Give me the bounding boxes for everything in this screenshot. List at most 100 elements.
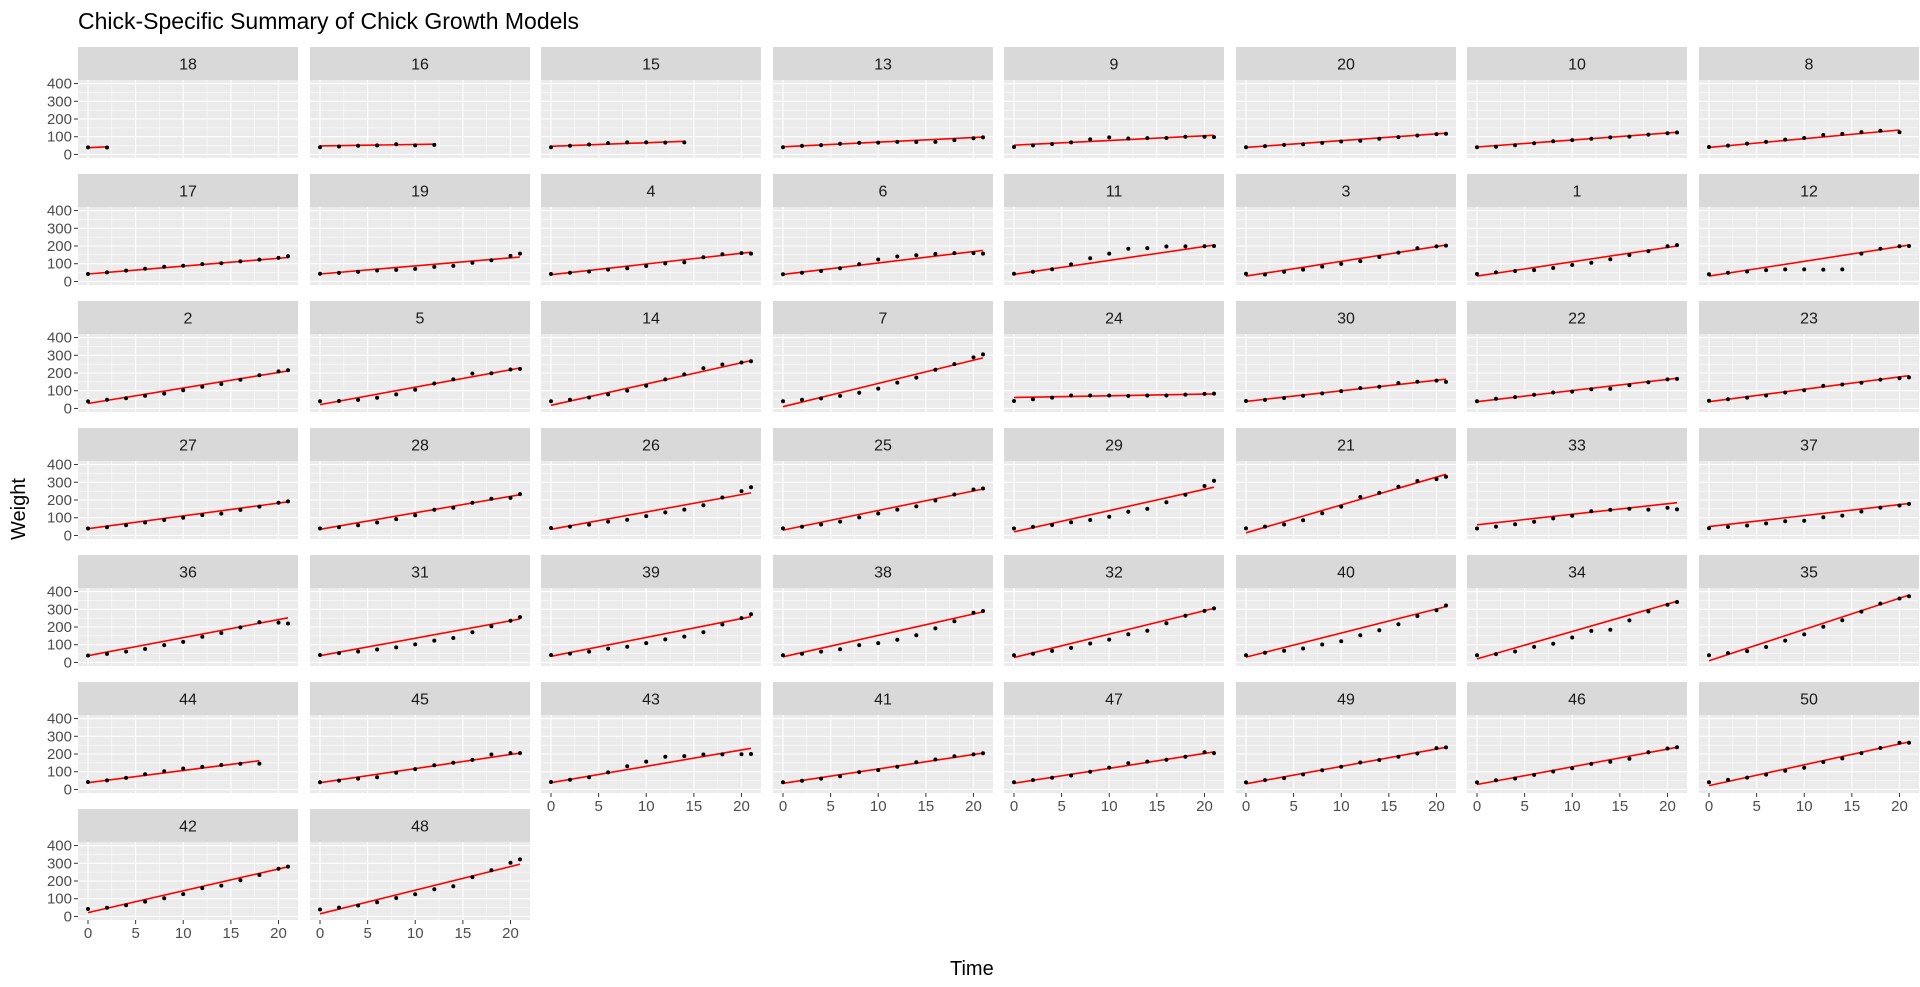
data-point bbox=[318, 526, 322, 531]
y-tick-label: 400 bbox=[47, 76, 72, 93]
facet-strip-label: 21 bbox=[1337, 438, 1355, 455]
data-point bbox=[1675, 130, 1679, 135]
data-point bbox=[1608, 759, 1613, 764]
data-point bbox=[1859, 380, 1864, 385]
x-tick-label: 5 bbox=[594, 798, 602, 815]
facet-strip-label: 3 bbox=[1342, 184, 1351, 201]
y-tick-label: 0 bbox=[64, 527, 72, 544]
y-tick-label: 100 bbox=[47, 383, 72, 400]
data-point bbox=[663, 261, 668, 266]
data-point bbox=[86, 653, 90, 658]
data-point bbox=[124, 523, 129, 528]
data-point bbox=[1665, 131, 1670, 136]
data-point bbox=[1897, 503, 1902, 508]
data-point bbox=[318, 780, 322, 785]
facet-strip bbox=[78, 174, 298, 207]
data-point bbox=[781, 653, 785, 658]
data-point bbox=[105, 525, 109, 530]
x-tick-label: 5 bbox=[131, 925, 139, 942]
facet-strip-label: 14 bbox=[642, 311, 660, 328]
facet-strip-label: 36 bbox=[179, 565, 197, 582]
data-point bbox=[1840, 267, 1845, 272]
data-point bbox=[356, 269, 361, 274]
data-point bbox=[318, 907, 322, 912]
data-point bbox=[508, 253, 513, 258]
facet-panel-12: 12 bbox=[1699, 174, 1919, 285]
data-point bbox=[1589, 387, 1594, 392]
data-point bbox=[1675, 376, 1679, 381]
data-point bbox=[200, 764, 205, 769]
facet-panel-5: 5 bbox=[310, 301, 530, 412]
data-point bbox=[1012, 271, 1016, 276]
data-point bbox=[1031, 524, 1035, 529]
x-tick-label: 15 bbox=[223, 925, 240, 942]
data-point bbox=[1745, 523, 1750, 528]
data-point bbox=[1415, 479, 1420, 483]
data-point bbox=[1475, 526, 1479, 531]
data-point bbox=[1878, 246, 1883, 251]
data-point bbox=[1282, 776, 1287, 781]
data-point bbox=[682, 754, 687, 759]
facet-strip-label: 6 bbox=[879, 184, 888, 201]
data-point bbox=[1244, 653, 1248, 658]
data-point bbox=[1608, 507, 1613, 512]
data-point bbox=[1145, 506, 1150, 511]
data-point bbox=[606, 267, 611, 272]
facet-strip-label: 35 bbox=[1800, 565, 1818, 582]
data-point bbox=[143, 266, 148, 271]
data-point bbox=[124, 268, 129, 273]
facet-panel-19: 19 bbox=[310, 174, 530, 285]
data-point bbox=[1301, 267, 1306, 272]
data-point bbox=[219, 763, 224, 767]
data-point bbox=[489, 868, 494, 873]
data-point bbox=[1726, 651, 1730, 656]
y-tick-label: 300 bbox=[47, 93, 72, 110]
facet-panel-40: 40 bbox=[1236, 555, 1456, 666]
data-point bbox=[1202, 244, 1207, 249]
data-point bbox=[181, 766, 186, 771]
data-point bbox=[375, 395, 380, 400]
facet-panel-10: 10 bbox=[1467, 47, 1687, 158]
data-point bbox=[1532, 519, 1537, 524]
data-point bbox=[1282, 396, 1287, 400]
data-point bbox=[1707, 653, 1711, 658]
data-point bbox=[1646, 609, 1651, 614]
data-point bbox=[219, 883, 224, 888]
data-point bbox=[1164, 621, 1169, 626]
facet-strip-label: 10 bbox=[1568, 57, 1586, 74]
data-point bbox=[914, 633, 919, 638]
facet-strip-label: 12 bbox=[1800, 184, 1818, 201]
data-point bbox=[549, 272, 553, 276]
data-point bbox=[432, 264, 437, 269]
facet-panel-14: 14 bbox=[541, 301, 761, 412]
data-point bbox=[451, 377, 456, 382]
data-point bbox=[587, 395, 592, 400]
data-point bbox=[838, 266, 843, 271]
data-point bbox=[682, 372, 687, 377]
data-point bbox=[857, 515, 862, 520]
data-point bbox=[1183, 754, 1188, 759]
facet-panel-20: 20 bbox=[1236, 47, 1456, 158]
facet-strip-label: 16 bbox=[411, 57, 429, 74]
data-point bbox=[1907, 594, 1911, 599]
data-point bbox=[276, 255, 281, 260]
data-point bbox=[1031, 651, 1035, 656]
data-point bbox=[838, 141, 843, 146]
data-point bbox=[1494, 524, 1498, 529]
data-point bbox=[318, 145, 322, 150]
data-point bbox=[971, 487, 976, 492]
fit-line bbox=[782, 249, 984, 276]
data-point bbox=[644, 264, 649, 268]
data-point bbox=[470, 875, 475, 880]
data-point bbox=[800, 270, 804, 275]
data-point bbox=[1263, 397, 1267, 402]
fit-line bbox=[1245, 746, 1447, 785]
data-point bbox=[1444, 131, 1448, 136]
data-point bbox=[219, 511, 224, 516]
data-point bbox=[1675, 243, 1679, 248]
data-point bbox=[1263, 650, 1267, 655]
facet-strip bbox=[78, 555, 298, 588]
data-point bbox=[701, 366, 706, 371]
